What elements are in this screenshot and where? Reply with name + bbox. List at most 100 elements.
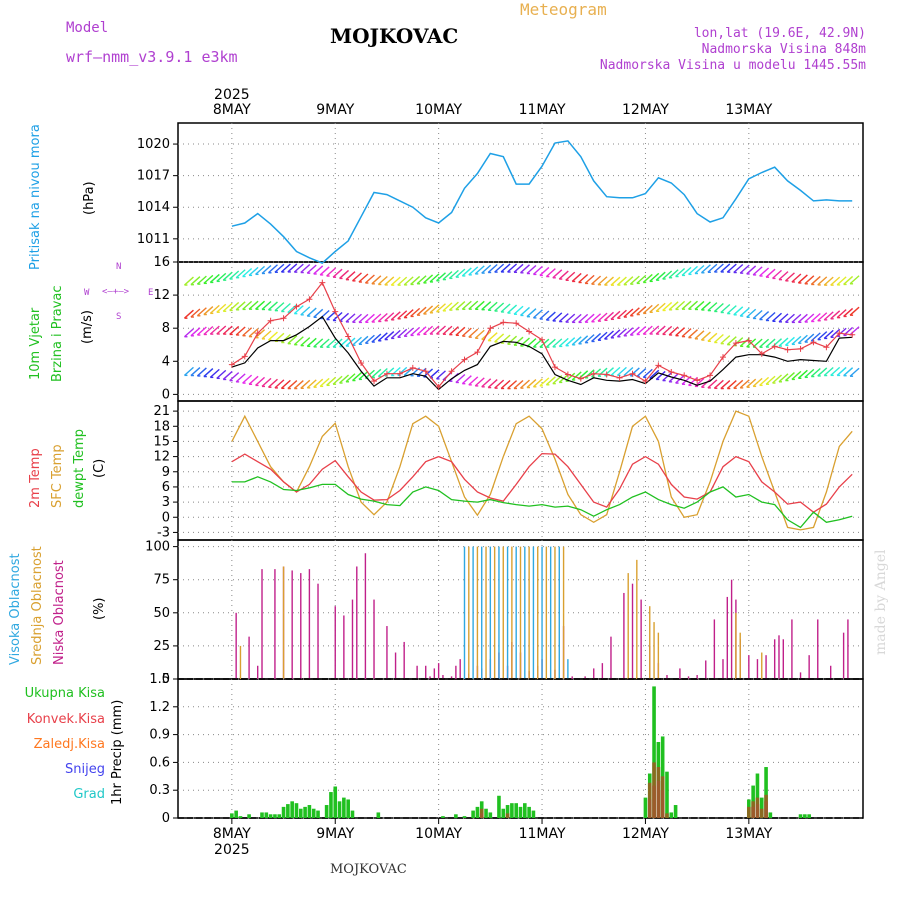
wind-compass: N W E S <—+—> [84,262,153,324]
total-precip-bar [475,806,480,818]
wind-gust-marker [551,364,558,371]
wind-barb-flag [326,311,337,321]
wind-barb-flag [616,328,627,338]
y-tick-label: 1.5 [149,672,170,687]
total-precip-bar [643,797,648,818]
wind-barb-flag [507,304,518,314]
wind-barb-flag [397,328,408,338]
wind-gust-marker [642,378,649,385]
y-tick-label: 1011 [137,232,170,247]
wind-barb-flag [843,275,854,285]
wind-barb-flag [371,313,382,323]
wind-barb-flag [688,376,698,386]
bottom-date-label: 12MAY [622,826,669,842]
y-tick-label: 0 [162,387,170,402]
wind-barb-flag [584,274,595,284]
wind-barb-flag [487,332,498,342]
precip-unit: 1hr Precip (mm) [110,699,125,805]
watermark: made by Angel [873,549,889,656]
convective-precip-bar [647,799,652,818]
wind-barb-flag [733,379,744,389]
wind-barb-flag [675,300,686,310]
y-tick-label: 50 [153,606,170,621]
wind-barb-flag [823,276,834,286]
wind-barb-flag [655,302,666,312]
wind-barb-flag [429,273,440,283]
wind-barb-flag [287,303,298,314]
wind-barb-flag [623,327,634,337]
convective-precip-bar [656,780,661,818]
total-precip-bar [441,816,445,818]
wind-barb-flag [268,301,278,311]
wind-barb-flag [313,265,324,275]
wind-barb-flag [629,326,640,336]
wind-barb-flag [416,326,427,336]
wind-barb-flag [313,308,324,318]
wind-barb-flag [461,375,472,385]
top-date-label: 13MAY [725,102,772,118]
wind-gust-marker [293,303,300,310]
wind-barb-flag [216,303,227,313]
wind-barb-flag [261,264,272,274]
wind-barb-flag [345,373,356,383]
wind-barb-flag [377,367,388,378]
wind-barb-flag [300,264,311,274]
wind-barb-flag [636,274,647,284]
wind-barb-flag [655,271,666,281]
wind-barb-flag [293,380,304,390]
wind-barb-flag [759,376,770,386]
total-precip-bar [329,792,333,818]
wind-barb-flag [190,308,201,318]
wind-barb-flag [694,330,705,340]
wind-barb-flag [610,310,621,320]
mid-cloud-label: Srednja Oblacnost [30,546,45,665]
wind-barb-flag [791,335,802,345]
wind-barb-flag [623,367,634,377]
wind-gust-marker [577,375,584,382]
total-precip-bar [268,814,273,818]
wind-barb-flag [694,264,705,275]
wind-gust-marker [332,308,339,315]
y-tick-label: -3 [157,525,170,540]
wind-barb-flag [448,326,459,336]
wind-barb-flag [300,306,311,316]
wind-barb-flag [358,313,369,323]
wind-barb-flag [442,325,453,335]
frozen-precip-bar [747,806,751,818]
wind-barb-flag [196,326,207,336]
wind-barb-flag [623,276,634,286]
wind-barb-flag [578,273,589,284]
wind-barb-flag [610,366,621,376]
model-elevation-label: Nadmorska Visina u modelu 1445.55m [599,58,866,73]
wind-barb-flag [578,370,589,380]
wind-barb-flag [810,332,821,342]
wind-barb-flag [261,300,272,310]
wind-gust-marker [719,354,726,361]
wind-barb-flag [364,369,375,379]
wind-barb-flag [688,300,698,310]
wind-barb-flag [364,334,375,344]
wind-barb-flag [746,308,757,318]
wind-barb-flag [339,374,350,384]
wind-barb-flag [429,304,440,314]
y-tick-label: 1020 [137,137,170,152]
wind-barb-flag [662,270,673,280]
wind-barb-flag [797,334,808,344]
wind-barb-flag [675,327,686,337]
wind-barb-flag [397,310,408,320]
wind-barb-flag [700,264,711,274]
total-precip-bar [303,806,307,818]
wind-barb-flag [274,263,285,273]
wind-barb-flag [772,338,782,348]
wind-barb-flag [345,313,356,323]
wind-barb-flag [733,306,744,316]
wind-barb-flag [222,302,233,312]
wind-gust-marker [396,370,403,377]
total-precip-bar [484,808,488,818]
convective-precip-bar [479,813,484,818]
wind-barb-flag [190,276,201,286]
total-precip-bar [298,808,303,818]
total-precip-bar [669,812,674,818]
wind-barb-flag [720,335,731,345]
y-tick-label: 1014 [137,200,170,215]
